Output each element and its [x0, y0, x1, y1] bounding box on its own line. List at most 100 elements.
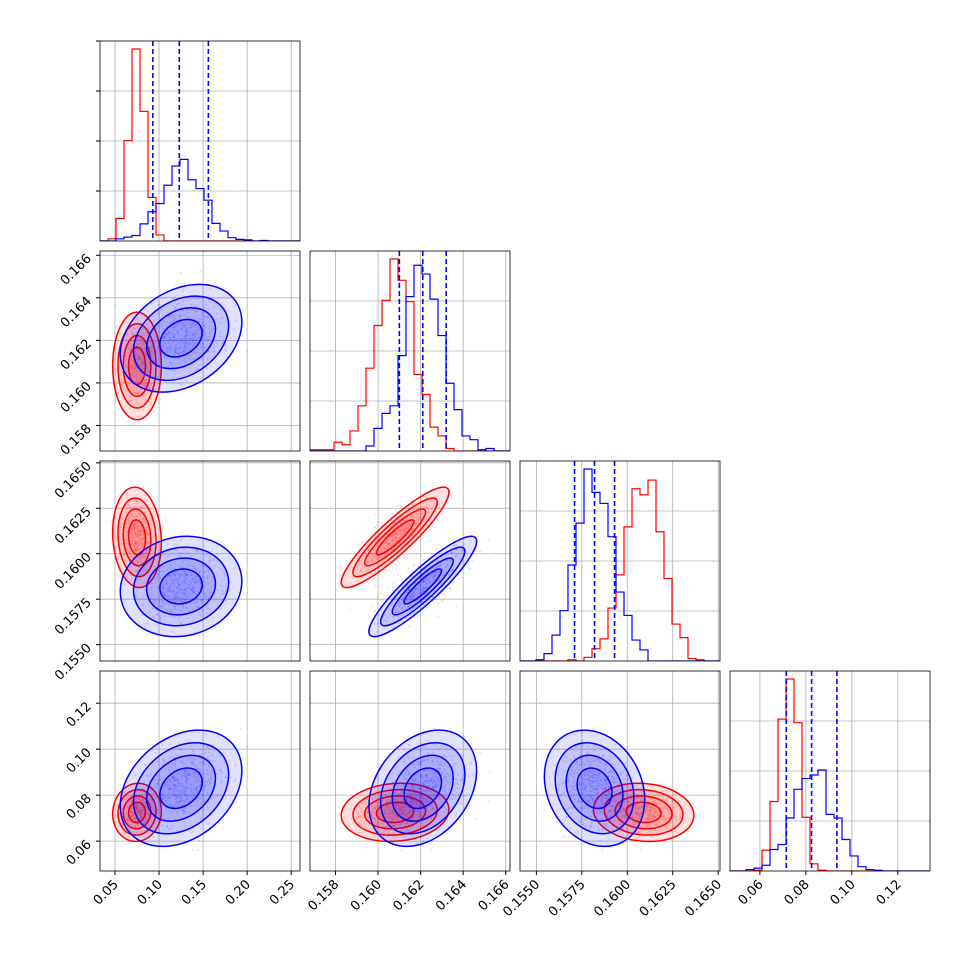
- scatter-point: [386, 616, 388, 619]
- scatter-point: [425, 506, 428, 509]
- scatter-point: [136, 358, 139, 361]
- scatter-point: [139, 816, 142, 819]
- scatter-point: [145, 551, 148, 554]
- scatter-point: [130, 359, 133, 361]
- scatter-point: [168, 321, 171, 324]
- scatter-point: [408, 588, 411, 591]
- scatter-point: [183, 576, 185, 579]
- scatter-point: [179, 340, 182, 343]
- scatter-point: [136, 317, 139, 320]
- scatter-point: [421, 537, 424, 539]
- scatter-point: [134, 549, 136, 552]
- scatter-point: [176, 811, 179, 814]
- scatter-point: [150, 357, 153, 360]
- scatter-point: [208, 782, 211, 784]
- scatter-point: [208, 279, 211, 282]
- scatter-point: [209, 773, 212, 776]
- scatter-point: [169, 603, 171, 606]
- scatter-point: [139, 373, 142, 375]
- scatter-point: [134, 349, 136, 352]
- scatter-point: [147, 574, 150, 577]
- scatter-point: [117, 418, 120, 421]
- scatter-point: [129, 328, 132, 330]
- scatter-point: [130, 798, 133, 801]
- scatter-point: [395, 531, 398, 534]
- scatter-point: [118, 812, 121, 815]
- scatter-point: [403, 595, 406, 598]
- scatter-point: [179, 800, 182, 803]
- scatter-point: [422, 581, 424, 583]
- scatter-point: [185, 596, 188, 598]
- scatter-point: [445, 563, 448, 566]
- scatter-point: [210, 587, 213, 590]
- scatter-point: [136, 376, 139, 379]
- scatter-point: [139, 557, 141, 560]
- scatter-point: [139, 353, 142, 356]
- scatter-point: [186, 617, 189, 620]
- scatter-point: [180, 344, 183, 347]
- scatter-point: [137, 823, 140, 826]
- scatter-point: [181, 559, 184, 562]
- scatter-point: [152, 615, 155, 618]
- scatter-point: [146, 809, 149, 812]
- scatter-point: [186, 796, 189, 799]
- scatter-point: [389, 609, 392, 611]
- scatter-point: [446, 563, 449, 566]
- scatter-point: [210, 321, 213, 324]
- scatter-point: [411, 575, 414, 578]
- scatter-point: [132, 536, 135, 539]
- scatter-point: [167, 610, 169, 612]
- scatter-point: [137, 542, 139, 545]
- scatter-point: [142, 808, 145, 811]
- scatter-point: [194, 590, 197, 593]
- scatter-point: [123, 831, 126, 834]
- scatter-point: [183, 559, 186, 561]
- scatter-point: [425, 582, 427, 585]
- scatter-point: [193, 544, 195, 547]
- scatter-point: [138, 813, 141, 816]
- scatter-point: [162, 327, 165, 330]
- scatter-point: [136, 560, 139, 563]
- scatter-point: [230, 776, 233, 779]
- scatter-point: [139, 388, 141, 391]
- scatter-point: [392, 539, 394, 542]
- scatter-point: [188, 772, 191, 775]
- scatter-point: [172, 776, 174, 779]
- scatter-point: [137, 320, 140, 323]
- scatter-point: [147, 371, 150, 373]
- scatter-point: [184, 578, 187, 580]
- scatter-point: [380, 521, 383, 524]
- panel-2-0: [96, 460, 301, 662]
- scatter-point: [394, 531, 397, 533]
- scatter-point: [468, 568, 470, 570]
- scatter-point: [136, 501, 139, 504]
- scatter-point: [184, 324, 187, 327]
- scatter-point: [139, 384, 142, 387]
- scatter-point: [408, 595, 410, 598]
- scatter-point: [145, 368, 148, 370]
- scatter-point: [133, 366, 136, 369]
- scatter-point: [149, 346, 152, 349]
- scatter-point: [233, 328, 236, 331]
- scatter-point: [199, 596, 202, 598]
- scatter-point: [367, 560, 370, 563]
- scatter-point: [183, 812, 185, 814]
- scatter-point: [171, 792, 174, 795]
- scatter-point: [172, 317, 175, 320]
- scatter-point: [138, 532, 141, 534]
- scatter-point: [168, 588, 171, 590]
- scatter-point: [201, 599, 204, 602]
- scatter-point: [394, 531, 397, 534]
- scatter-point: [342, 799, 345, 801]
- density-fill: [376, 519, 414, 555]
- scatter-point: [184, 572, 187, 575]
- scatter-point: [455, 554, 457, 557]
- scatter-point: [126, 819, 129, 821]
- scatter-point: [166, 588, 168, 591]
- scatter-point: [159, 618, 162, 621]
- scatter-point: [138, 357, 141, 360]
- scatter-point: [206, 338, 209, 341]
- scatter-point: [123, 553, 126, 556]
- scatter-point: [184, 775, 187, 778]
- scatter-point: [189, 574, 192, 576]
